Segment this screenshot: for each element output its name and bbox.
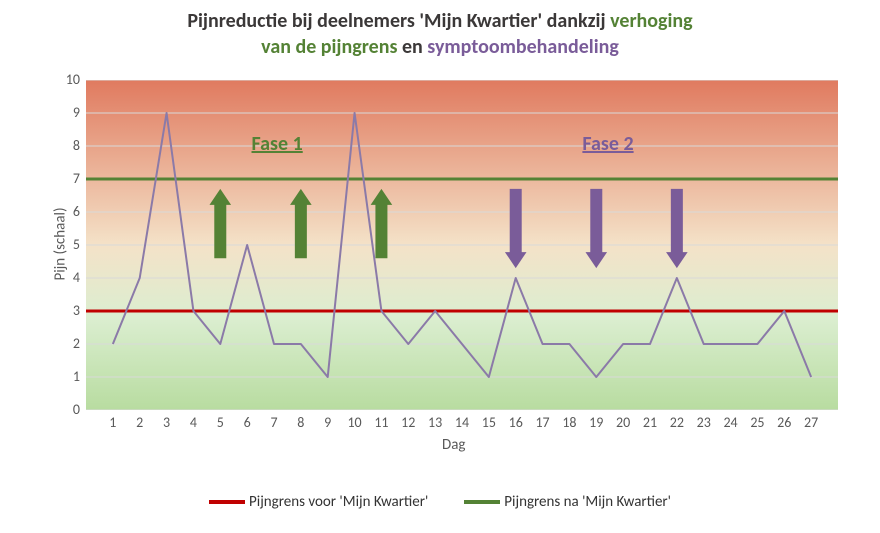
- y-tick: 9: [73, 104, 80, 121]
- x-tick: 1: [103, 414, 123, 431]
- x-tick: 5: [210, 414, 230, 431]
- legend-item: Pijngrens na 'Mijn Kwartier': [464, 493, 671, 511]
- x-tick: 13: [425, 414, 445, 431]
- phase-label: Fase 2: [582, 132, 633, 156]
- x-axis-label: Dag: [442, 436, 465, 454]
- chart-container: Pijnreductie bij deelnemers 'Mijn Kwarti…: [0, 0, 880, 533]
- x-tick: 4: [183, 414, 203, 431]
- y-tick: 10: [66, 71, 80, 88]
- legend-swatch: [209, 500, 245, 504]
- x-tick: 8: [291, 414, 311, 431]
- y-tick: 7: [73, 170, 80, 187]
- x-tick: 20: [613, 414, 633, 431]
- x-tick: 25: [747, 414, 767, 431]
- x-tick: 3: [157, 414, 177, 431]
- phase-label: Fase 1: [252, 132, 303, 156]
- legend: Pijngrens voor 'Mijn Kwartier' Pijngrens …: [0, 490, 880, 511]
- legend-item: Pijngrens voor 'Mijn Kwartier': [209, 493, 428, 511]
- legend-label: Pijngrens na 'Mijn Kwartier': [504, 493, 671, 511]
- x-tick: 11: [371, 414, 391, 431]
- x-tick: 2: [130, 414, 150, 431]
- y-tick: 4: [73, 269, 80, 286]
- x-tick: 21: [640, 414, 660, 431]
- x-tick: 19: [586, 414, 606, 431]
- x-tick: 10: [345, 414, 365, 431]
- x-tick: 24: [721, 414, 741, 431]
- y-tick: 1: [73, 368, 80, 385]
- chart-svg: [86, 80, 838, 410]
- plot-area: [86, 80, 838, 410]
- x-tick: 17: [533, 414, 553, 431]
- x-tick: 9: [318, 414, 338, 431]
- x-tick: 18: [559, 414, 579, 431]
- y-axis-label: Pijn (schaal): [52, 207, 70, 280]
- x-tick: 16: [506, 414, 526, 431]
- y-tick: 5: [73, 236, 80, 253]
- x-tick: 23: [694, 414, 714, 431]
- x-tick: 12: [398, 414, 418, 431]
- x-tick: 22: [667, 414, 687, 431]
- x-tick: 7: [264, 414, 284, 431]
- y-tick: 0: [73, 401, 80, 418]
- y-tick: 8: [73, 137, 80, 154]
- y-tick: 3: [73, 302, 80, 319]
- x-tick: 15: [479, 414, 499, 431]
- legend-swatch: [464, 500, 500, 504]
- x-tick: 27: [801, 414, 821, 431]
- y-tick: 2: [73, 335, 80, 352]
- chart-title: Pijnreductie bij deelnemers 'Mijn Kwarti…: [0, 0, 880, 60]
- x-tick: 14: [452, 414, 472, 431]
- y-tick: 6: [73, 203, 80, 220]
- legend-label: Pijngrens voor 'Mijn Kwartier': [249, 493, 428, 511]
- x-tick: 6: [237, 414, 257, 431]
- x-tick: 26: [774, 414, 794, 431]
